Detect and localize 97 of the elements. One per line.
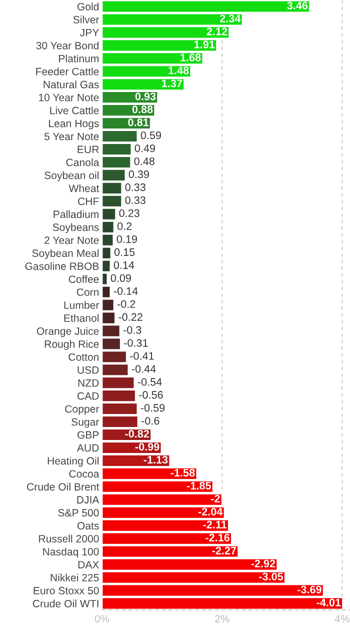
data-label: -0.59 — [140, 404, 165, 412]
data-label: 0.48 — [134, 157, 154, 166]
data-label: 1.68 — [180, 54, 201, 62]
data-label: 0.09 — [110, 274, 131, 282]
y-tick-label: Ethanol — [64, 314, 99, 322]
y-tick-label: AUD — [76, 444, 99, 452]
y-tick-label: NZD — [78, 379, 99, 387]
data-label: -1.58 — [170, 468, 195, 477]
y-tick-label: Cocoa — [69, 470, 100, 478]
data-label: -0.82 — [125, 430, 150, 438]
data-label: 2.12 — [206, 28, 228, 36]
data-label: -2.16 — [206, 534, 230, 542]
data-label: -0.44 — [132, 365, 156, 373]
y-tick-label: Heating Oil — [48, 456, 99, 467]
y-tick-label: Soybeans — [52, 223, 99, 234]
data-label: -0.56 — [139, 391, 163, 399]
data-label: 0.39 — [128, 170, 149, 178]
y-tick-label: S&P 500 — [58, 509, 99, 517]
y-tick-label: Copper — [65, 405, 100, 415]
data-label: -0.54 — [138, 378, 162, 386]
y-tick-label: JPY — [80, 29, 99, 36]
data-label: 0.14 — [114, 261, 134, 269]
data-label: 0.2 — [117, 222, 132, 230]
y-tick-label: Crude Oil WTI — [32, 600, 98, 608]
data-label: -0.22 — [118, 313, 142, 321]
data-label: 0.81 — [128, 118, 149, 126]
y-tick-label: Orange Juice — [36, 327, 99, 337]
y-tick-label: Nasdaq 100 — [43, 548, 99, 558]
y-tick-label: EUR — [78, 146, 99, 154]
y-tick-label: GBP — [77, 431, 99, 439]
data-label: -2.11 — [203, 520, 227, 528]
data-label: -0.41 — [130, 352, 154, 360]
data-label: -2.27 — [212, 546, 236, 554]
y-tick-label: Nikkei 225 — [50, 574, 99, 582]
y-tick-label: Sugar — [72, 418, 100, 428]
y-tick-label: 10 Year Note — [38, 94, 99, 102]
y-tick-label: DJIA — [77, 496, 100, 504]
y-tick-label: Canola — [66, 158, 100, 166]
data-label: 0.59 — [140, 131, 161, 140]
data-label: 0.23 — [119, 209, 140, 218]
y-tick-label: Feeder Cattle — [36, 68, 99, 76]
data-label: -2 — [211, 494, 220, 502]
y-tick-label: Russell 2000 — [39, 534, 99, 542]
data-label: -1.13 — [144, 456, 168, 464]
y-tick-label: Corn — [76, 288, 99, 296]
data-label: -3.05 — [259, 572, 284, 580]
data-label: 2.34 — [220, 14, 241, 22]
data-label: 1.37 — [162, 80, 182, 88]
y-tick-label: CHF — [78, 198, 99, 206]
data-label: -0.31 — [124, 339, 148, 347]
y-tick-label: Gold — [77, 2, 99, 10]
data-label: 0.33 — [125, 183, 146, 192]
data-label: -0.6 — [142, 416, 160, 425]
y-tick-label: Soybean oil — [44, 171, 99, 182]
y-tick-label: Euro Stoxx 50 — [34, 586, 99, 594]
y-tick-label: Cotton — [68, 353, 99, 361]
data-label: 1.91 — [194, 40, 215, 48]
y-tick-label: 2 Year Note — [44, 236, 99, 244]
y-tick-label: Coffee — [68, 275, 99, 283]
data-label: 3.46 — [287, 2, 308, 10]
y-tick-label: USD — [78, 366, 99, 374]
y-tick-label: Palladium — [54, 210, 99, 218]
y-tick-label: Lean Hogs — [49, 120, 99, 130]
data-label: -0.3 — [124, 326, 142, 334]
data-label: -2.92 — [251, 560, 276, 568]
y-tick-label: Rough Rice — [44, 340, 99, 350]
data-label: -1.85 — [187, 482, 211, 490]
data-label: 0.93 — [135, 92, 156, 100]
y-tick-label: Oats — [77, 522, 99, 530]
data-label: 0.49 — [134, 144, 155, 152]
y-tick-label: 30 Year Bond — [36, 42, 99, 50]
data-label: 1.48 — [168, 66, 189, 74]
y-tick-label: Platinum — [59, 54, 99, 62]
x-tick-label: 2% — [215, 615, 230, 622]
data-label: -2.04 — [198, 508, 223, 516]
data-label: 0.88 — [132, 106, 153, 114]
y-tick-label: Natural Gas — [44, 80, 99, 88]
data-label: 0.33 — [125, 196, 146, 204]
y-tick-label: Live Cattle — [50, 106, 99, 114]
y-tick-label: DAX — [78, 561, 99, 568]
data-label: -0.99 — [135, 442, 160, 451]
x-tick-label: 0% — [94, 615, 110, 622]
y-tick-label: Gasoline RBOB — [25, 262, 99, 270]
data-label: -4.01 — [316, 598, 341, 606]
x-tick-label: 4% — [334, 615, 350, 622]
data-label: -3.69 — [298, 586, 322, 594]
y-tick-label: Silver — [73, 16, 100, 24]
y-tick-label: Soybean Meal — [32, 249, 99, 260]
y-tick-label: 5 Year Note — [44, 132, 99, 140]
y-tick-label: Crude Oil Brent — [27, 482, 100, 491]
data-label: -0.2 — [117, 300, 136, 308]
y-tick-label: Lumber — [64, 301, 100, 309]
y-tick-label: CAD — [77, 392, 99, 400]
data-label: 0.15 — [114, 248, 135, 256]
data-label: -0.14 — [114, 287, 138, 295]
data-label: 0.19 — [116, 235, 137, 243]
y-tick-label: Wheat — [68, 184, 100, 192]
